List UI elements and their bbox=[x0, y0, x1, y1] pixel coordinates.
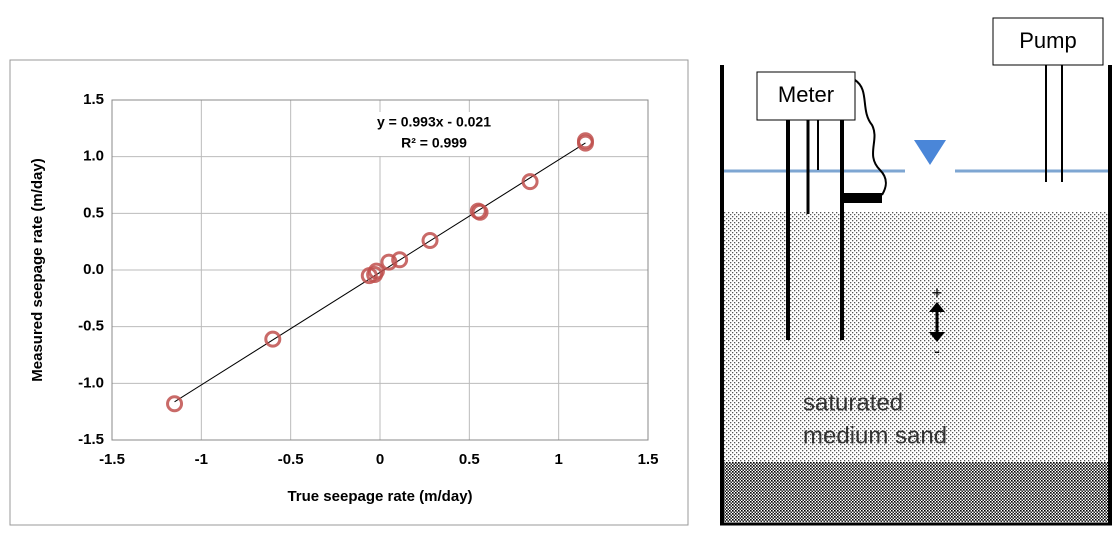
x-axis-title: True seepage rate (m/day) bbox=[287, 488, 472, 505]
data-point bbox=[166, 395, 184, 413]
pump-box bbox=[992, 17, 1104, 66]
y-tick-label: 1.5 bbox=[83, 91, 104, 108]
x-tick-label: -1.5 bbox=[99, 451, 125, 468]
water-symbol bbox=[914, 140, 946, 165]
data-point bbox=[367, 262, 385, 280]
pump-label: Pump bbox=[1019, 28, 1076, 53]
x-tick-label: -0.5 bbox=[278, 451, 304, 468]
plot-border bbox=[111, 99, 649, 441]
diagram: Meter Pump + - saturated medium sand bbox=[720, 17, 1112, 526]
x-tick-label: 1 bbox=[554, 451, 562, 468]
minus-label: - bbox=[934, 341, 940, 361]
x-tick-label: 0.5 bbox=[459, 451, 480, 468]
trendline-equation: y = 0.993x - 0.021 bbox=[377, 114, 491, 130]
arrow-head bbox=[929, 302, 945, 312]
y-tick-label: -1.0 bbox=[78, 374, 104, 391]
y-tick-label: 1.0 bbox=[83, 148, 104, 165]
plus-label: + bbox=[932, 283, 943, 303]
x-tick-label: -1 bbox=[195, 451, 208, 468]
y-tick-label: -1.5 bbox=[78, 431, 104, 448]
trendline-r2: R² = 0.999 bbox=[401, 135, 467, 151]
sand-label: saturated bbox=[803, 389, 903, 416]
data-point bbox=[380, 253, 398, 271]
x-tick-label: 1.5 bbox=[638, 451, 659, 468]
data-point bbox=[576, 132, 594, 150]
sand-label: medium sand bbox=[803, 422, 947, 449]
y-tick-label: 0.0 bbox=[83, 261, 104, 278]
sensor bbox=[842, 193, 882, 203]
data-point bbox=[521, 173, 539, 191]
meter-box bbox=[756, 71, 856, 121]
meter-label: Meter bbox=[778, 82, 834, 107]
data-point bbox=[264, 330, 282, 348]
data-point bbox=[421, 232, 439, 250]
plot: -1.5 -1 -0.5 0 0.5 1 1.5 -1.5 -1.0 -0.5 0.0 0.5 1.0 1… bbox=[78, 91, 658, 468]
arrow-head bbox=[929, 332, 945, 342]
x-tick-label: 0 bbox=[376, 451, 384, 468]
cable bbox=[854, 79, 887, 196]
coarse-layer bbox=[724, 462, 1108, 522]
y-tick-label: 0.5 bbox=[83, 204, 104, 221]
data-point bbox=[471, 203, 489, 221]
chart-frame bbox=[9, 59, 689, 526]
data-point bbox=[391, 251, 409, 269]
equation-box bbox=[358, 112, 510, 156]
y-tick-label: -0.5 bbox=[78, 318, 104, 335]
y-axis-title: Measured seepage rate (m/day) bbox=[29, 158, 46, 381]
